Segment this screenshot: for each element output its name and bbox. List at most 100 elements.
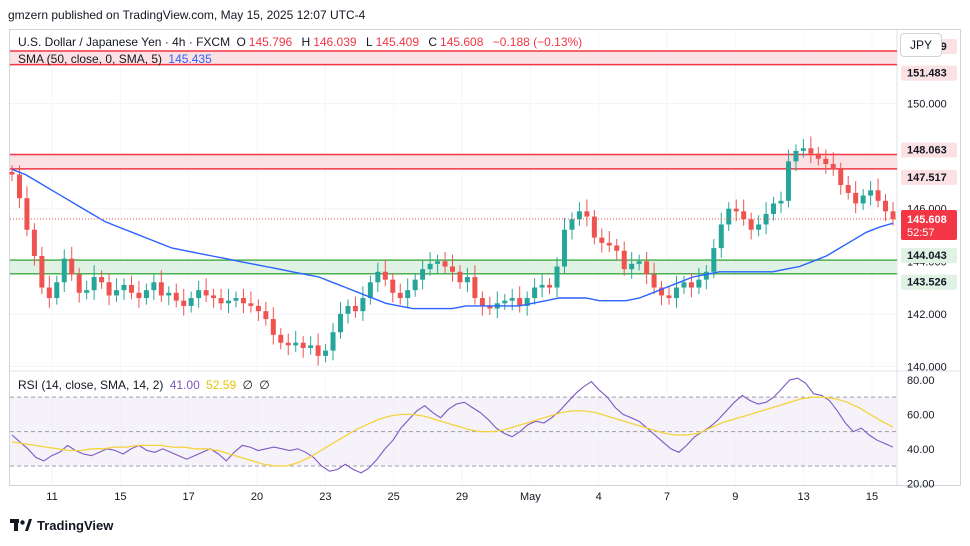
high-label: H <box>301 35 311 49</box>
candle-body <box>39 256 45 288</box>
candle-body <box>31 229 37 256</box>
candle-body <box>323 350 329 356</box>
candle-body <box>397 292 403 299</box>
price-tick-label: 150.000 <box>907 99 947 111</box>
rsi-label[interactable]: RSI (14, close, SMA, 14, 2) <box>18 378 164 392</box>
candle-body <box>300 342 306 348</box>
candle-body <box>614 245 620 251</box>
candle-body <box>464 277 470 283</box>
candle-body <box>756 224 762 230</box>
candle-body <box>517 298 523 306</box>
time-tick-label: 15 <box>114 491 126 503</box>
candle-body <box>345 305 351 314</box>
price-tick-label: 140.000 <box>907 361 947 373</box>
candle-body <box>114 290 120 296</box>
candle-body <box>315 345 321 356</box>
zone-label-bg <box>901 274 957 290</box>
tradingview-logo-icon <box>10 518 32 533</box>
candle-body <box>375 271 381 283</box>
candle-body <box>106 282 112 296</box>
time-tick-label: 11 <box>46 491 57 503</box>
candle-body <box>890 211 896 220</box>
last-price-badge <box>901 209 957 240</box>
zone-resistance <box>10 51 897 65</box>
chart-frame[interactable] <box>9 29 961 486</box>
tradingview-logo[interactable]: TradingView <box>10 518 113 533</box>
candle-body <box>382 271 388 280</box>
rsi-extra-2: ∅ <box>259 378 270 392</box>
candle-body <box>845 185 851 193</box>
price-legend: U.S. Dollar / Japanese Yen · 4h · FXCM O… <box>18 35 585 49</box>
candle-body <box>711 248 717 272</box>
candle-body <box>793 150 799 162</box>
candle-body <box>659 287 665 296</box>
candle-body <box>681 282 687 288</box>
candle-body <box>233 298 239 301</box>
candle-body <box>54 282 60 299</box>
zone-price-label: 148.063 <box>907 144 947 156</box>
candle-body <box>99 277 105 283</box>
candle-body <box>338 313 344 333</box>
sma-label[interactable]: SMA (50, close, 0, SMA, 5) <box>18 52 163 66</box>
candle-body <box>726 208 732 225</box>
rsi-line <box>11 377 894 474</box>
candle-body <box>285 342 291 346</box>
publish-attribution: gmzern published on TradingView.com, May… <box>8 8 366 22</box>
candle-body <box>76 274 82 293</box>
rsi-tick-label: 40.00 <box>907 444 935 456</box>
candle-body <box>450 266 455 272</box>
candle-body <box>487 305 493 309</box>
candle-body <box>569 219 575 230</box>
candle-body <box>91 277 97 291</box>
zone-resistance <box>10 154 897 169</box>
candle-body <box>367 282 373 299</box>
candle-body <box>270 319 276 335</box>
candle-body <box>815 153 821 159</box>
candle-body <box>435 261 441 264</box>
symbol-label[interactable]: U.S. Dollar / Japanese Yen · 4h · FXCM <box>18 35 231 49</box>
candle-body <box>524 298 530 306</box>
candle-body <box>509 298 515 301</box>
rsi-tick-label: 80.00 <box>907 375 935 387</box>
candle-body <box>629 263 635 270</box>
candle-body <box>218 298 224 304</box>
candle-body <box>838 169 844 186</box>
close-label: C <box>428 35 438 49</box>
currency-button[interactable]: JPY <box>900 33 942 57</box>
candle-body <box>9 171 15 175</box>
tradingview-logo-text: TradingView <box>37 518 114 533</box>
rsi-ma-value: 52.59 <box>206 378 237 392</box>
candle-body <box>718 224 724 249</box>
candle-body <box>136 292 142 299</box>
time-tick-label: 4 <box>596 491 602 503</box>
candle-body <box>479 298 485 306</box>
candle-body <box>868 190 874 196</box>
time-tick-label: 13 <box>798 491 810 503</box>
candle-body <box>61 258 67 283</box>
candle-body <box>696 279 702 288</box>
candle-body <box>733 208 739 212</box>
zone-label-bg <box>901 169 957 185</box>
candle-body <box>24 198 30 230</box>
candle-body <box>688 282 694 288</box>
candle-body <box>46 287 52 299</box>
candle-body <box>173 292 179 301</box>
time-tick-label: 7 <box>664 491 670 503</box>
price-tick-label: 142.000 <box>907 309 947 321</box>
candle-body <box>360 298 366 312</box>
time-tick-label: May <box>520 491 541 503</box>
time-tick-label: 29 <box>456 491 468 503</box>
candle-body <box>166 292 172 296</box>
time-tick-label: 9 <box>732 491 738 503</box>
candle-body <box>800 148 806 151</box>
candle-body <box>666 295 672 299</box>
candle-body <box>69 258 75 275</box>
rsi-tick-label: 60.00 <box>907 409 935 421</box>
candle-body <box>875 190 881 201</box>
candles-group <box>9 136 896 366</box>
time-tick-label: 15 <box>866 491 878 503</box>
candle-body <box>748 219 754 230</box>
zone-price-label: 144.043 <box>907 250 947 262</box>
candle-body <box>830 164 836 170</box>
